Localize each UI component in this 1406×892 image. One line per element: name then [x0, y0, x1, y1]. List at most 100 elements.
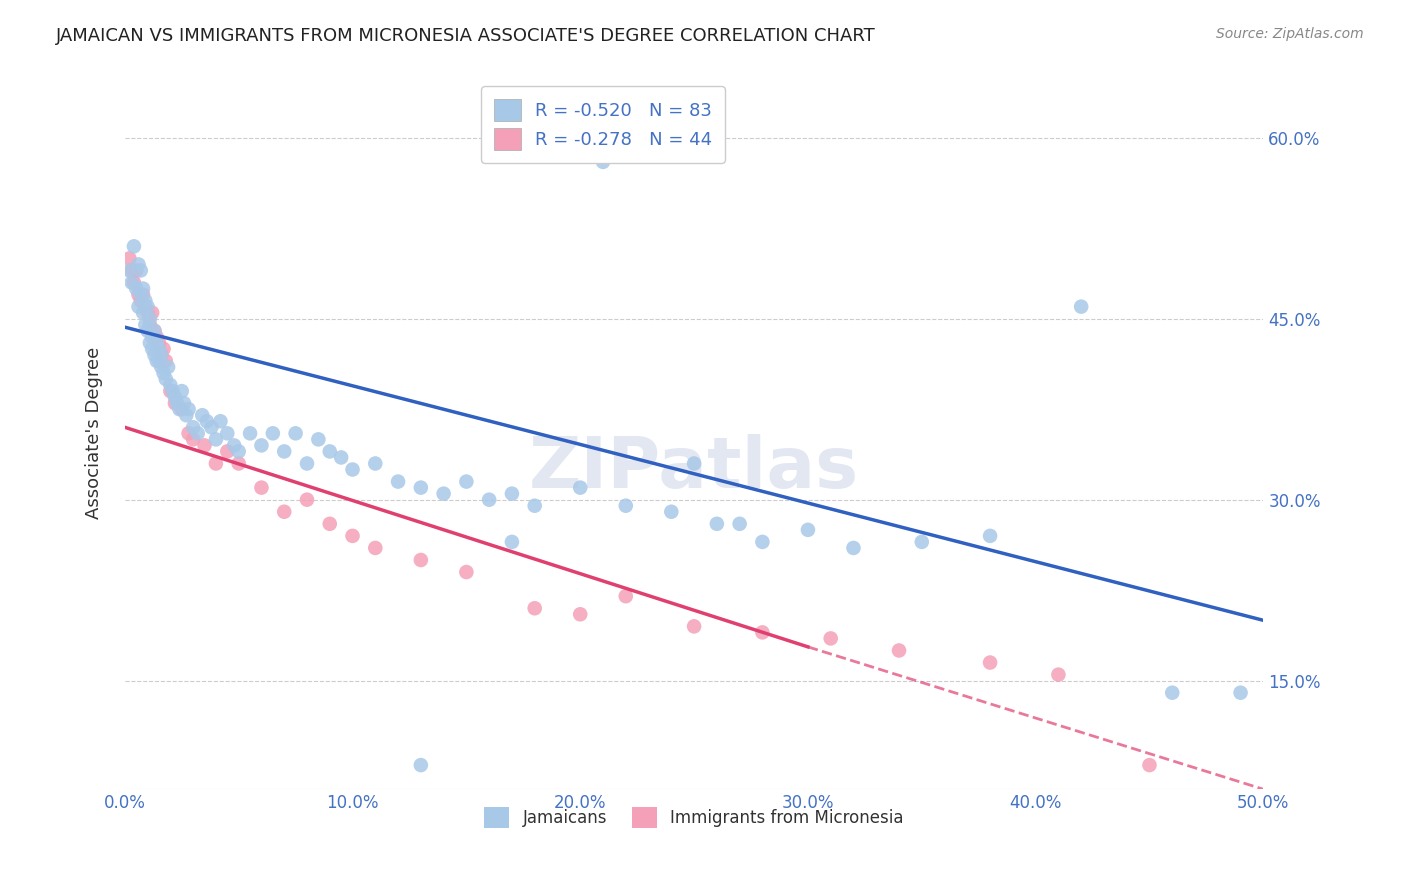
Point — [125, 281, 148, 295]
Point — [456, 565, 478, 579]
Point — [569, 607, 592, 622]
Point — [152, 366, 174, 380]
Point — [122, 239, 145, 253]
Point — [523, 499, 546, 513]
Point — [134, 318, 156, 332]
Point — [228, 444, 250, 458]
Point — [169, 402, 191, 417]
Point — [143, 324, 166, 338]
Point — [139, 335, 162, 350]
Point — [181, 433, 204, 447]
Point — [614, 589, 637, 603]
Point — [134, 300, 156, 314]
Point — [136, 300, 159, 314]
Point — [797, 523, 820, 537]
Point — [273, 505, 295, 519]
Point — [148, 354, 170, 368]
Point — [433, 486, 456, 500]
Point — [342, 462, 364, 476]
Point — [1161, 686, 1184, 700]
Text: JAMAICAN VS IMMIGRANTS FROM MICRONESIA ASSOCIATE'S DEGREE CORRELATION CHART: JAMAICAN VS IMMIGRANTS FROM MICRONESIA A… — [56, 27, 876, 45]
Point — [387, 475, 409, 489]
Point — [173, 396, 195, 410]
Point — [478, 492, 501, 507]
Point — [1139, 758, 1161, 772]
Point — [125, 263, 148, 277]
Point — [592, 154, 614, 169]
Point — [145, 330, 167, 344]
Point — [224, 438, 246, 452]
Point — [842, 541, 865, 555]
Point — [159, 384, 181, 398]
Point — [751, 535, 773, 549]
Point — [250, 438, 273, 452]
Point — [163, 396, 186, 410]
Point — [155, 354, 177, 368]
Point — [148, 342, 170, 356]
Point — [122, 276, 145, 290]
Text: Source: ZipAtlas.com: Source: ZipAtlas.com — [1216, 27, 1364, 41]
Point — [409, 758, 432, 772]
Point — [284, 426, 307, 441]
Point — [129, 287, 152, 301]
Point — [170, 384, 193, 398]
Point — [364, 457, 387, 471]
Point — [163, 390, 186, 404]
Point — [307, 433, 329, 447]
Point — [659, 505, 682, 519]
Point — [706, 516, 728, 531]
Point — [262, 426, 284, 441]
Point — [273, 444, 295, 458]
Point — [141, 330, 163, 344]
Point — [1047, 667, 1070, 681]
Point — [250, 481, 273, 495]
Point — [523, 601, 546, 615]
Point — [159, 378, 181, 392]
Point — [170, 402, 193, 417]
Point — [409, 481, 432, 495]
Point — [121, 263, 143, 277]
Point — [118, 263, 141, 277]
Point — [193, 438, 215, 452]
Point — [330, 450, 353, 465]
Point — [139, 311, 162, 326]
Point — [152, 342, 174, 356]
Point — [145, 335, 167, 350]
Point — [132, 306, 155, 320]
Point — [143, 348, 166, 362]
Point — [157, 359, 180, 374]
Point — [569, 481, 592, 495]
Point — [181, 420, 204, 434]
Point — [456, 475, 478, 489]
Point — [143, 324, 166, 338]
Point — [191, 409, 214, 423]
Point — [150, 348, 173, 362]
Point — [228, 457, 250, 471]
Point — [176, 409, 198, 423]
Point — [501, 535, 523, 549]
Point — [1070, 300, 1092, 314]
Point — [979, 529, 1001, 543]
Point — [205, 457, 228, 471]
Point — [295, 457, 318, 471]
Point — [209, 414, 232, 428]
Point — [751, 625, 773, 640]
Point — [217, 426, 239, 441]
Point — [150, 359, 173, 374]
Point — [979, 656, 1001, 670]
Point — [127, 300, 149, 314]
Y-axis label: Associate's Degree: Associate's Degree — [86, 347, 103, 519]
Point — [150, 348, 173, 362]
Point — [136, 324, 159, 338]
Point — [217, 444, 239, 458]
Point — [127, 287, 149, 301]
Point — [195, 414, 218, 428]
Point — [166, 396, 188, 410]
Point — [319, 444, 342, 458]
Point — [127, 257, 149, 271]
Point — [129, 263, 152, 277]
Point — [887, 643, 910, 657]
Point — [205, 433, 228, 447]
Point — [177, 426, 200, 441]
Point — [134, 293, 156, 308]
